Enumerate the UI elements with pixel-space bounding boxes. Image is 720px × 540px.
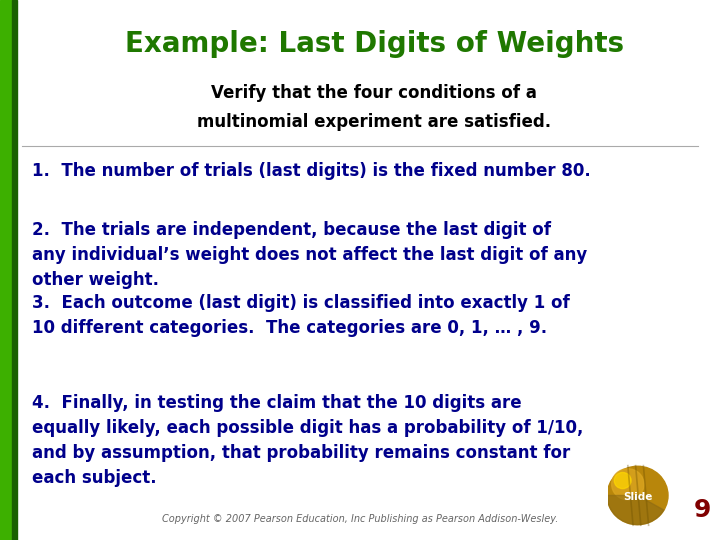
Text: Slide: Slide — [623, 492, 652, 502]
Circle shape — [611, 469, 644, 500]
Text: 9: 9 — [693, 498, 711, 522]
Text: Copyright © 2007 Pearson Education, Inc Publishing as Pearson Addison-Wesley.: Copyright © 2007 Pearson Education, Inc … — [162, 514, 558, 524]
Text: multinomial experiment are satisfied.: multinomial experiment are satisfied. — [197, 113, 552, 131]
Text: 3.  Each outcome (last digit) is classified into exactly 1 of
10 different categ: 3. Each outcome (last digit) is classifi… — [32, 294, 570, 338]
Text: 4.  Finally, in testing the claim that the 10 digits are
equally likely, each po: 4. Finally, in testing the claim that th… — [32, 394, 584, 487]
Wedge shape — [607, 496, 664, 525]
Circle shape — [607, 466, 668, 525]
Text: Verify that the four conditions of a: Verify that the four conditions of a — [212, 84, 537, 102]
Text: Example: Last Digits of Weights: Example: Last Digits of Weights — [125, 30, 624, 58]
Text: 1.  The number of trials (last digits) is the fixed number 80.: 1. The number of trials (last digits) is… — [32, 162, 591, 180]
Text: 2.  The trials are independent, because the last digit of
any individual’s weigh: 2. The trials are independent, because t… — [32, 221, 588, 289]
Circle shape — [614, 472, 631, 489]
